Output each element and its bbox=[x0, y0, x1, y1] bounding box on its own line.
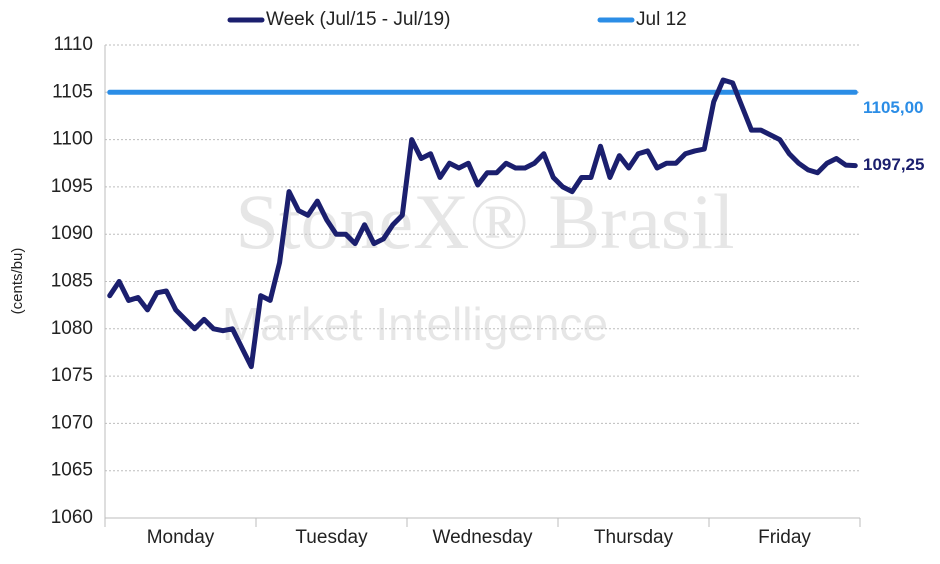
y-tick-label: 1090 bbox=[51, 223, 93, 244]
y-tick-label: 1085 bbox=[51, 271, 93, 292]
data-line bbox=[107, 77, 858, 370]
y-tick-label: 1080 bbox=[51, 318, 93, 339]
y-tick-label: 1100 bbox=[52, 129, 93, 150]
y-tick-label: 1095 bbox=[51, 176, 93, 197]
legend-label: Jul 12 bbox=[636, 9, 687, 30]
y-tick-label: 1060 bbox=[51, 507, 93, 528]
x-tick-label: Wednesday bbox=[433, 527, 533, 548]
watermark: StoneX® Brasil bbox=[235, 178, 734, 265]
x-tick-label: Thursday bbox=[594, 527, 674, 548]
end-label: 1105,00 bbox=[863, 98, 924, 117]
y-tick-label: 1105 bbox=[52, 81, 93, 102]
y-tick-label: 1110 bbox=[54, 34, 93, 55]
x-tick-label: Friday bbox=[758, 527, 811, 548]
y-tick-label: 1075 bbox=[51, 365, 93, 386]
watermark: Market Intelligence bbox=[222, 298, 608, 350]
y-axis-label: (cents/bu) bbox=[9, 248, 26, 315]
x-tick-label: Monday bbox=[147, 527, 215, 548]
legend-label: Week (Jul/15 - Jul/19) bbox=[266, 9, 450, 30]
y-tick-label: 1070 bbox=[51, 412, 93, 433]
y-tick-label: 1065 bbox=[51, 460, 93, 481]
end-label: 1097,25 bbox=[863, 155, 924, 174]
x-tick-label: Tuesday bbox=[295, 527, 368, 548]
